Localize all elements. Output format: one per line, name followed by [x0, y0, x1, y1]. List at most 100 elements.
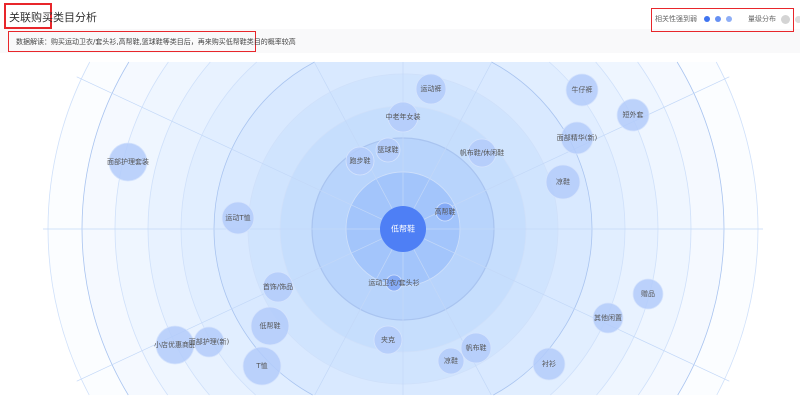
- bubble-circle: [221, 201, 255, 235]
- legend-dot-mid: [795, 15, 800, 23]
- category-bubble[interactable]: 夹克: [373, 325, 403, 355]
- bubble-label: 赠品: [641, 289, 655, 298]
- radial-line: [76, 228, 404, 382]
- bubble-label: 运动T恤: [225, 213, 250, 222]
- bubble-label: 衬衫: [542, 359, 556, 368]
- bubble-circle: [108, 142, 148, 182]
- category-bubble[interactable]: 面部护理(新): [189, 326, 230, 358]
- title-highlight: [4, 3, 52, 29]
- bubble-label: T恤: [255, 361, 267, 370]
- legend-dot-medium: [715, 16, 721, 22]
- bubble-circle: [467, 138, 497, 168]
- data-interpretation: 数据解读：购买运动卫衣/套头衫,高帮鞋,篮球鞋等类目后，再来购买低帮鞋类目的概率…: [16, 38, 296, 46]
- bubble-label: 中老年女装: [386, 112, 421, 121]
- bubble-label: 首饰/饰品: [263, 282, 293, 291]
- category-bubble[interactable]: 跑步鞋: [345, 146, 375, 176]
- bubble-label: 小店优惠商品: [154, 340, 196, 349]
- bubble-circle: [532, 347, 566, 381]
- legend-dot-large: [781, 14, 790, 24]
- ring-outline: [81, 61, 725, 396]
- category-bubble[interactable]: 短外套: [616, 98, 650, 132]
- ring-outline: [114, 61, 692, 396]
- bubble-circle: [460, 332, 492, 364]
- bubble-circle: [242, 346, 282, 386]
- bubble-label: 面部护理(新): [189, 337, 230, 346]
- category-bubble[interactable]: 小店优惠商品: [154, 325, 196, 365]
- category-bubble[interactable]: 中老年女装: [386, 101, 421, 133]
- bubble-label: 短外套: [623, 110, 644, 119]
- bubble-label: 凉鞋: [556, 177, 570, 186]
- legend-dot-strong: [704, 16, 710, 22]
- bubble-circle: [415, 73, 447, 105]
- description-highlight: [8, 31, 256, 52]
- radial-line: [402, 228, 730, 382]
- page-title: 关联购买类目分析: [9, 11, 97, 24]
- category-bubble[interactable]: 运动T恤: [221, 201, 255, 235]
- radial-line: [314, 228, 404, 396]
- bubble-circle: [435, 202, 455, 222]
- category-bubble[interactable]: 衬衫: [532, 347, 566, 381]
- bubble-label: 运动卫衣/套头衫: [368, 278, 419, 287]
- legend: 相关性强到弱 量级分布: [655, 14, 800, 24]
- category-bubble[interactable]: T恤: [242, 346, 282, 386]
- bubble-circle: [545, 164, 581, 200]
- center-circle: [380, 206, 426, 252]
- legend-dot-weak: [726, 16, 732, 22]
- radial-line: [402, 228, 492, 396]
- category-bubble[interactable]: 其他闲置: [592, 302, 624, 334]
- category-bubble[interactable]: 首饰/饰品: [262, 271, 294, 303]
- bubble-circle: [632, 278, 664, 310]
- bubble-label: 其他闲置: [594, 313, 622, 322]
- bubble-circle: [375, 137, 401, 163]
- bubble-circle: [437, 347, 465, 375]
- bubble-circle: [373, 325, 403, 355]
- bubble-label: 低帮鞋: [260, 321, 281, 330]
- center-label: 低帮鞋: [391, 224, 415, 234]
- bubble-label: 面部护理套装: [107, 157, 149, 166]
- bubble-label: 面部精华(新): [557, 133, 598, 142]
- legend-volume-label: 量级分布: [748, 15, 776, 23]
- bubble-label: 篮球鞋: [378, 145, 399, 154]
- bubble-label: 凉鞋: [444, 356, 458, 365]
- bubble-circle: [592, 302, 624, 334]
- radial-line: [76, 76, 404, 230]
- category-bubble[interactable]: 高帮鞋: [435, 202, 456, 222]
- category-bubble[interactable]: 面部护理套装: [107, 142, 149, 182]
- category-bubble[interactable]: 篮球鞋: [375, 137, 401, 163]
- bubble-circle: [385, 274, 403, 292]
- radial-line: [313, 61, 404, 230]
- category-bubble[interactable]: 运动裤: [415, 73, 447, 105]
- category-bubble[interactable]: 赠品: [632, 278, 664, 310]
- bubble-label: 帆布鞋/休闲鞋: [460, 148, 504, 157]
- radial-line: [402, 76, 730, 230]
- bubble-label: 帆布鞋: [466, 343, 487, 352]
- center-category-bubble[interactable]: 低帮鞋: [380, 206, 426, 252]
- bubble-circle: [250, 306, 290, 346]
- category-bubble[interactable]: 低帮鞋: [250, 306, 290, 346]
- ring-outline: [47, 61, 759, 396]
- category-bubble[interactable]: 帆布鞋/休闲鞋: [460, 138, 504, 168]
- bubble-circle: [193, 326, 225, 358]
- bubble-label: 高帮鞋: [435, 207, 456, 216]
- bubble-circle: [345, 146, 375, 176]
- category-bubble[interactable]: 面部精华(新): [557, 121, 598, 155]
- category-bubble[interactable]: 帆布鞋: [460, 332, 492, 364]
- bubble-circle: [616, 98, 650, 132]
- bubble-circle: [262, 271, 294, 303]
- category-bubble[interactable]: 凉鞋: [437, 347, 465, 375]
- legend-highlight: [651, 8, 794, 32]
- bubble-circle: [387, 101, 419, 133]
- bubble-label: 夹克: [381, 335, 395, 344]
- bubble-label: 牛仔裤: [572, 85, 593, 94]
- bubble-circle: [565, 73, 599, 107]
- category-bubble[interactable]: 牛仔裤: [565, 73, 599, 107]
- category-bubble[interactable]: 运动卫衣/套头衫: [368, 274, 420, 292]
- radial-line: [402, 61, 493, 230]
- description-bar: [0, 29, 800, 53]
- legend-correlation-label: 相关性强到弱: [655, 15, 697, 23]
- bubble-circle: [560, 121, 594, 155]
- category-bubble[interactable]: 凉鞋: [545, 164, 581, 200]
- bubble-label: 跑步鞋: [350, 156, 371, 165]
- bubble-label: 运动裤: [421, 84, 442, 93]
